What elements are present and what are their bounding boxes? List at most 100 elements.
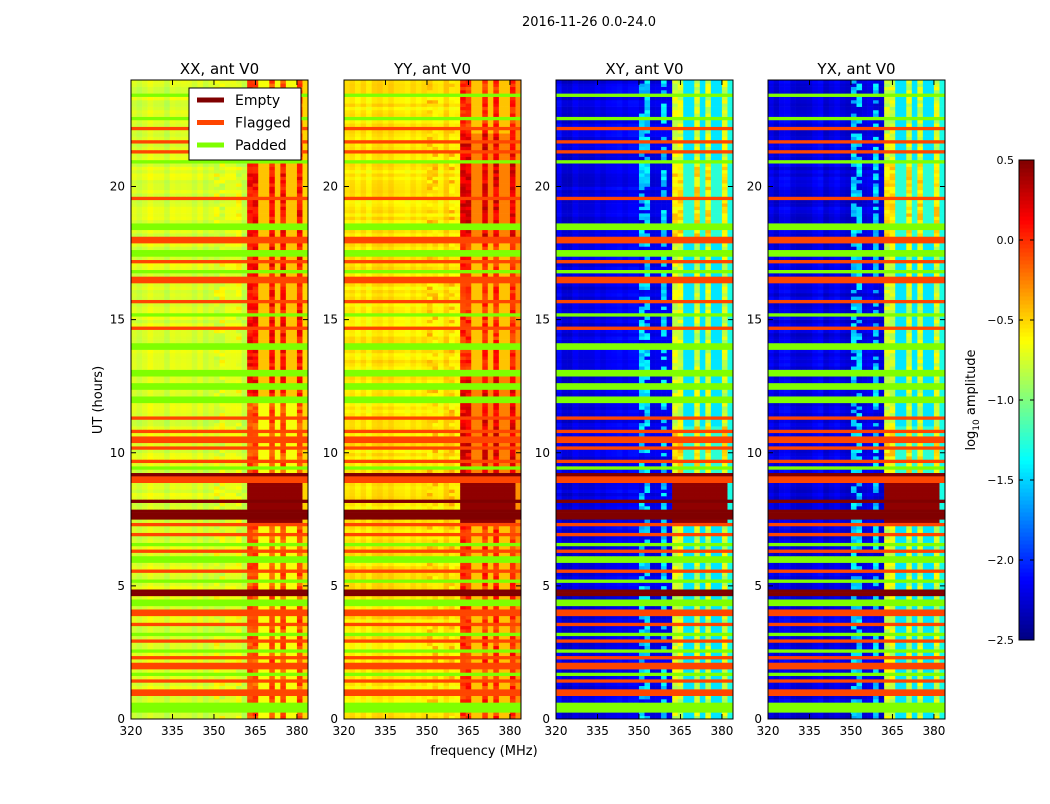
heatmap-cell bbox=[515, 586, 521, 590]
heatmap-cell bbox=[236, 393, 242, 397]
heatmap-cell bbox=[350, 699, 356, 703]
heatmap-cell bbox=[197, 696, 203, 700]
heatmap-cell bbox=[170, 170, 176, 174]
heatmap-cell bbox=[291, 293, 297, 297]
heatmap-cell bbox=[203, 356, 209, 360]
heatmap-cell bbox=[137, 573, 143, 577]
heatmap-cell bbox=[264, 163, 270, 167]
heatmap-cell bbox=[220, 303, 226, 307]
heatmap-cell bbox=[131, 190, 137, 194]
heatmap-cell bbox=[302, 177, 308, 181]
heatmap-cell bbox=[460, 529, 466, 533]
heatmap-cell bbox=[269, 529, 275, 533]
heatmap-cell bbox=[416, 659, 422, 663]
heatmap-cell bbox=[164, 350, 170, 354]
heatmap-cell bbox=[220, 619, 226, 623]
heatmap-cell bbox=[471, 576, 477, 580]
heatmap-cell bbox=[231, 642, 237, 646]
heatmap-cell bbox=[164, 177, 170, 181]
heatmap-cell bbox=[148, 180, 154, 184]
heatmap-cell bbox=[203, 323, 209, 327]
heatmap-cell bbox=[186, 659, 192, 663]
heatmap-cell bbox=[137, 203, 143, 207]
heatmap-cell bbox=[471, 629, 477, 633]
heatmap-cell bbox=[499, 529, 505, 533]
heatmap-cell bbox=[253, 316, 259, 320]
heatmap-cell bbox=[225, 187, 231, 191]
heatmap-cell bbox=[280, 642, 286, 646]
heatmap-cell bbox=[181, 306, 187, 310]
heatmap-cell bbox=[203, 626, 209, 630]
heatmap-cell bbox=[388, 642, 394, 646]
heatmap-cell bbox=[186, 193, 192, 197]
heatmap-cell bbox=[159, 642, 165, 646]
heatmap-cell bbox=[159, 180, 165, 184]
heatmap-cell bbox=[186, 563, 192, 567]
heatmap-cell bbox=[394, 686, 400, 690]
heatmap-cell bbox=[170, 210, 176, 214]
heatmap-cell bbox=[466, 629, 472, 633]
heatmap-cell bbox=[181, 456, 187, 460]
heatmap-cell bbox=[214, 216, 220, 220]
heatmap-cell bbox=[242, 652, 248, 656]
heatmap-cell bbox=[231, 463, 237, 467]
heatmap-cell bbox=[286, 469, 292, 473]
heatmap-cell bbox=[264, 256, 270, 260]
heatmap-cell bbox=[214, 423, 220, 427]
heatmap-cell bbox=[197, 200, 203, 204]
heatmap-cell bbox=[280, 363, 286, 367]
heatmap-cell bbox=[477, 563, 483, 567]
heatmap-cell bbox=[253, 686, 259, 690]
heatmap-cell bbox=[203, 216, 209, 220]
heatmap-cell bbox=[264, 306, 270, 310]
heatmap-cell bbox=[225, 333, 231, 337]
heatmap-cell bbox=[175, 97, 181, 101]
heatmap-cell bbox=[170, 616, 176, 620]
heatmap-cell bbox=[153, 216, 159, 220]
heatmap-cell bbox=[258, 699, 264, 703]
heatmap-cell bbox=[269, 350, 275, 354]
heatmap-cell bbox=[297, 519, 303, 523]
heatmap-cell bbox=[510, 553, 516, 557]
heatmap-cell bbox=[264, 682, 270, 686]
heatmap-cell bbox=[203, 376, 209, 380]
heatmap-cell bbox=[449, 659, 455, 663]
heatmap-cell bbox=[297, 333, 303, 337]
heatmap-cell bbox=[142, 353, 148, 357]
heatmap-cell bbox=[220, 330, 226, 334]
heatmap-cell bbox=[297, 682, 303, 686]
heatmap-cell bbox=[225, 213, 231, 217]
heatmap-cell bbox=[137, 619, 143, 623]
heatmap-cell bbox=[258, 180, 264, 184]
heatmap-cell bbox=[231, 376, 237, 380]
heatmap-cell bbox=[214, 320, 220, 324]
heatmap-cell bbox=[269, 506, 275, 510]
heatmap-cell bbox=[192, 699, 198, 703]
heatmap-cell bbox=[159, 110, 165, 114]
heatmap-cell bbox=[137, 90, 143, 94]
heatmap-cell bbox=[208, 183, 214, 187]
heatmap-cell bbox=[291, 642, 297, 646]
heatmap-cell bbox=[275, 646, 281, 650]
heatmap-cell bbox=[186, 256, 192, 260]
heatmap-cell bbox=[225, 360, 231, 364]
heatmap-cell bbox=[236, 213, 242, 217]
heatmap-cell bbox=[253, 629, 259, 633]
heatmap-cell bbox=[225, 177, 231, 181]
heatmap-cell bbox=[197, 390, 203, 394]
heatmap-cell bbox=[186, 652, 192, 656]
heatmap-cell bbox=[181, 526, 187, 530]
heatmap-cell bbox=[433, 566, 439, 570]
heatmap-cell bbox=[297, 443, 303, 447]
heatmap-cell bbox=[131, 103, 137, 107]
heatmap-cell bbox=[197, 443, 203, 447]
heatmap-cell bbox=[164, 463, 170, 467]
heatmap-cell bbox=[137, 216, 143, 220]
heatmap-cell bbox=[291, 80, 297, 84]
heatmap-cell bbox=[175, 546, 181, 550]
heatmap-cell bbox=[203, 463, 209, 467]
heatmap-cell bbox=[142, 100, 148, 104]
heatmap-cell bbox=[253, 586, 259, 590]
heatmap-cell bbox=[264, 350, 270, 354]
heatmap-cell bbox=[280, 529, 286, 533]
